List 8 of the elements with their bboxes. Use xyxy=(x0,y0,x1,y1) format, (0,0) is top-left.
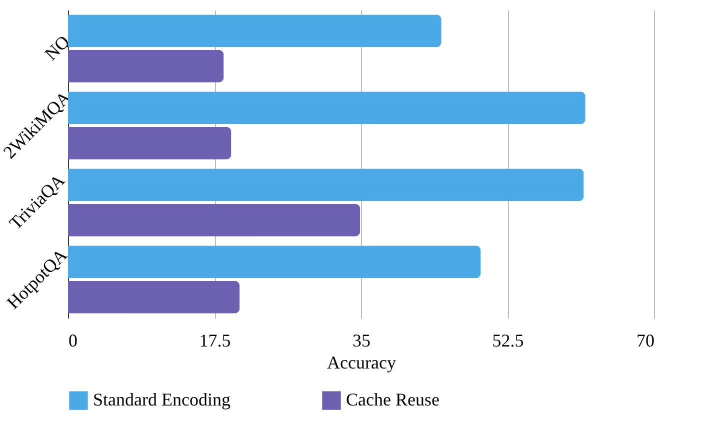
x-tick-label: 52.5 xyxy=(492,330,524,350)
x-tick-label: 17.5 xyxy=(199,330,231,350)
x-tick-label: 70 xyxy=(636,330,654,350)
x-axis-title: Accuracy xyxy=(327,352,396,372)
x-tick-label: 35 xyxy=(352,330,370,350)
legend-label: Standard Encoding xyxy=(93,390,230,410)
legend-label: Cache Reuse xyxy=(346,390,440,410)
x-tick-label: 0 xyxy=(68,330,78,350)
